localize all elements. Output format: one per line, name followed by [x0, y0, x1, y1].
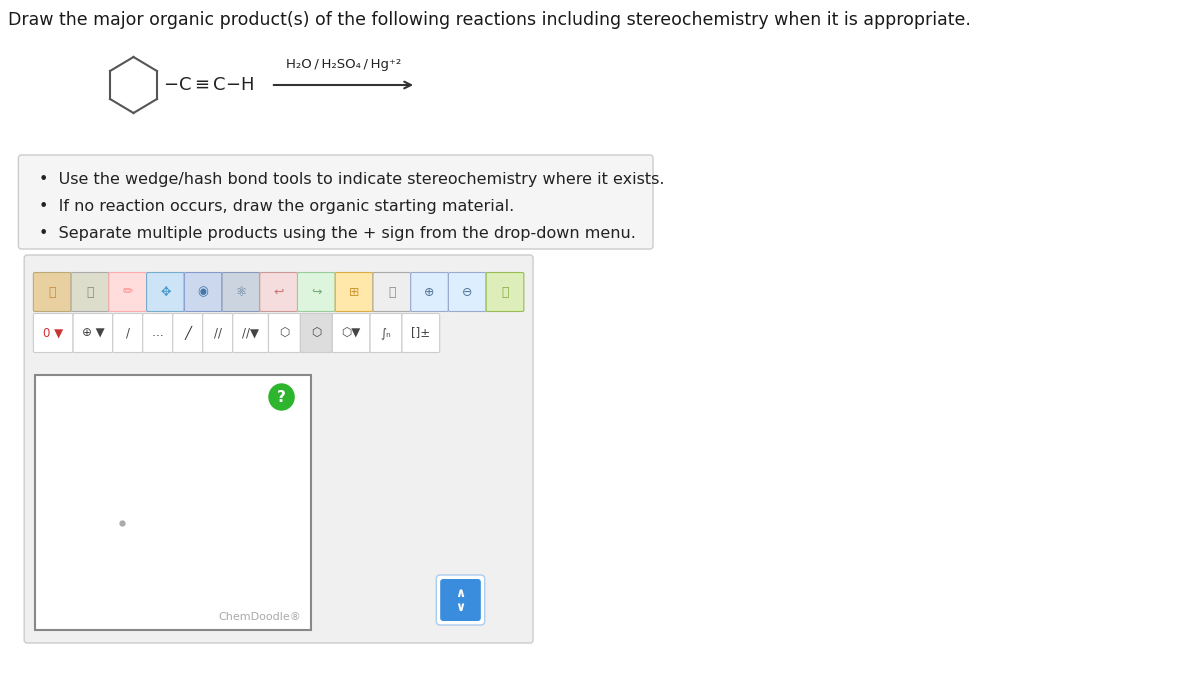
Text: ⬡: ⬡ — [280, 327, 289, 339]
FancyBboxPatch shape — [18, 155, 653, 249]
Text: ∨: ∨ — [456, 601, 466, 614]
FancyBboxPatch shape — [402, 314, 439, 352]
Text: •  Separate multiple products using the + sign from the drop-down menu.: • Separate multiple products using the +… — [38, 226, 636, 241]
FancyBboxPatch shape — [109, 272, 146, 312]
Text: ⊕: ⊕ — [425, 285, 434, 299]
FancyBboxPatch shape — [34, 272, 71, 312]
Text: /: / — [126, 327, 130, 339]
FancyBboxPatch shape — [298, 272, 335, 312]
Text: []±: []± — [412, 327, 431, 339]
FancyBboxPatch shape — [34, 314, 73, 352]
Text: •  Use the wedge/hash bond tools to indicate stereochemistry where it exists.: • Use the wedge/hash bond tools to indic… — [38, 172, 664, 187]
Text: ChemDoodle®: ChemDoodle® — [218, 612, 301, 622]
FancyBboxPatch shape — [449, 272, 486, 312]
FancyBboxPatch shape — [146, 272, 185, 312]
Text: ↪: ↪ — [311, 285, 322, 299]
Text: H₂O / H₂SO₄ / Hg⁺²: H₂O / H₂SO₄ / Hg⁺² — [286, 58, 401, 71]
Text: ⬡▼: ⬡▼ — [342, 327, 361, 339]
Text: ✏: ✏ — [122, 285, 133, 299]
FancyBboxPatch shape — [486, 272, 524, 312]
FancyBboxPatch shape — [73, 314, 113, 352]
FancyBboxPatch shape — [113, 314, 143, 352]
FancyBboxPatch shape — [259, 272, 298, 312]
Text: 📋: 📋 — [388, 285, 396, 299]
FancyBboxPatch shape — [71, 272, 109, 312]
Text: 0 ▼: 0 ▼ — [43, 327, 64, 339]
FancyBboxPatch shape — [373, 272, 410, 312]
FancyBboxPatch shape — [24, 255, 533, 643]
Text: ◉: ◉ — [198, 285, 209, 299]
FancyBboxPatch shape — [173, 314, 203, 352]
Text: //: // — [214, 327, 222, 339]
FancyBboxPatch shape — [370, 314, 402, 352]
Text: Draw the major organic product(s) of the following reactions including stereoche: Draw the major organic product(s) of the… — [7, 11, 971, 29]
FancyBboxPatch shape — [222, 272, 259, 312]
Text: ?: ? — [277, 389, 286, 404]
FancyBboxPatch shape — [410, 272, 449, 312]
Text: 🔒: 🔒 — [86, 285, 94, 299]
Text: …: … — [152, 327, 163, 339]
Text: ⊖: ⊖ — [462, 285, 473, 299]
Text: ⊕ ▼: ⊕ ▼ — [82, 327, 104, 339]
Circle shape — [269, 384, 294, 410]
Text: ⚛: ⚛ — [235, 285, 246, 299]
FancyBboxPatch shape — [143, 314, 173, 352]
FancyBboxPatch shape — [300, 314, 332, 352]
FancyBboxPatch shape — [269, 314, 300, 352]
FancyBboxPatch shape — [440, 579, 481, 621]
FancyBboxPatch shape — [332, 314, 370, 352]
Text: •  If no reaction occurs, draw the organic starting material.: • If no reaction occurs, draw the organi… — [38, 199, 514, 214]
Text: //▼: //▼ — [242, 327, 259, 339]
Text: ∫ₙ: ∫ₙ — [380, 327, 391, 339]
Text: ∧: ∧ — [456, 587, 466, 600]
Text: ↩: ↩ — [274, 285, 284, 299]
Text: 🎨: 🎨 — [502, 285, 509, 299]
Text: ✥: ✥ — [160, 285, 170, 299]
Text: ⬡: ⬡ — [311, 327, 322, 339]
Text: $\mathsf{-C{\equiv}C{-}H}$: $\mathsf{-C{\equiv}C{-}H}$ — [162, 76, 253, 94]
Text: ⊞: ⊞ — [349, 285, 359, 299]
FancyBboxPatch shape — [437, 575, 485, 625]
FancyBboxPatch shape — [185, 272, 222, 312]
FancyBboxPatch shape — [233, 314, 269, 352]
Text: ✋: ✋ — [48, 285, 56, 299]
Text: ╱: ╱ — [184, 326, 191, 340]
FancyBboxPatch shape — [335, 272, 373, 312]
Bar — [35, 375, 311, 630]
FancyBboxPatch shape — [203, 314, 233, 352]
